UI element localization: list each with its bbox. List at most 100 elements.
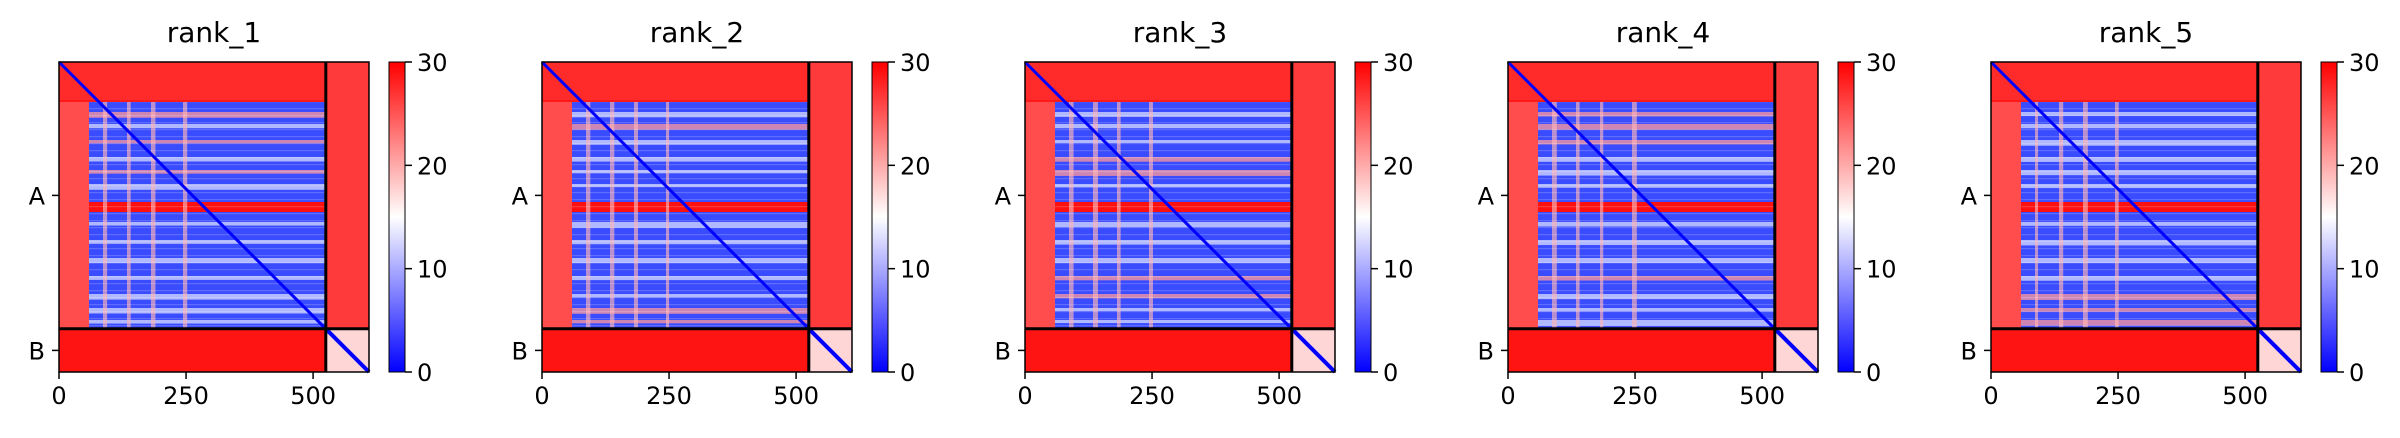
heatmap xyxy=(1989,60,2303,374)
pae-left-cols xyxy=(1991,102,2021,329)
pae-diagonal-A xyxy=(1506,60,1776,330)
x-tick-label: 500 xyxy=(1739,382,1785,410)
pae-block-AB xyxy=(1774,62,1818,329)
pae-diagonal-A xyxy=(540,60,810,330)
pae-block-BA xyxy=(59,328,326,372)
colorbar-tick-label: 30 xyxy=(900,49,931,77)
colorbar-tick-label: 30 xyxy=(2349,49,2380,77)
colorbar-tick-label: 10 xyxy=(417,256,448,284)
colorbar-tick-label: 20 xyxy=(1866,152,1897,180)
chain-label: B xyxy=(1478,337,1494,365)
pae-top-rows xyxy=(1508,62,1775,100)
pae-left-cols xyxy=(1508,102,1538,329)
colorbar-tick-label: 10 xyxy=(2349,256,2380,284)
pae-diagonal-B xyxy=(1773,327,1820,374)
colorbar-tick-label: 10 xyxy=(900,256,931,284)
colorbar-tick-label: 20 xyxy=(900,152,931,180)
heatmap xyxy=(540,60,854,374)
pae-block-BA xyxy=(542,328,809,372)
pae-block-BA xyxy=(1025,328,1292,372)
colorbar-tick-label: 0 xyxy=(417,359,432,387)
colorbar-tick-label: 20 xyxy=(1383,152,1414,180)
pae-left-cols xyxy=(1025,102,1055,329)
colorbar-tick-label: 30 xyxy=(417,49,448,77)
chain-label: A xyxy=(512,182,529,210)
x-tick-label: 250 xyxy=(163,382,209,410)
plot-frame xyxy=(1024,61,1336,373)
chain-label: B xyxy=(1961,337,1977,365)
plot-frame xyxy=(1507,61,1819,373)
pae-top-rows xyxy=(1025,62,1292,100)
colorbar-tick-label: 0 xyxy=(1866,359,1881,387)
pae-diagonal-B xyxy=(807,327,854,374)
heatmap xyxy=(57,60,371,374)
chain-label: B xyxy=(512,337,528,365)
colorbar-tick-label: 20 xyxy=(2349,152,2380,180)
colorbar xyxy=(388,61,406,373)
colorbar-tick-label: 30 xyxy=(1866,49,1897,77)
pae-diagonal-B xyxy=(324,327,371,374)
x-tick-label: 250 xyxy=(1612,382,1658,410)
panel-title: rank_2 xyxy=(650,16,744,49)
chain-label: A xyxy=(29,182,46,210)
chain-label: B xyxy=(995,337,1011,365)
colorbar xyxy=(871,61,889,373)
pae-block-AB xyxy=(2257,62,2301,329)
pae-top-rows xyxy=(1991,62,2258,100)
pae-diagonal-B xyxy=(1290,327,1337,374)
pae-block-BA xyxy=(1508,328,1775,372)
pae-block-AB xyxy=(808,62,852,329)
x-tick-label: 0 xyxy=(1500,382,1515,410)
pae-left-cols xyxy=(59,102,89,329)
colorbar-tick-label: 0 xyxy=(900,359,915,387)
pae-block-AB xyxy=(1291,62,1335,329)
panel-title: rank_3 xyxy=(1133,16,1227,49)
x-tick-label: 500 xyxy=(773,382,819,410)
colorbar-tick-label: 0 xyxy=(2349,359,2364,387)
colorbar-tick-label: 20 xyxy=(417,152,448,180)
x-tick-label: 250 xyxy=(1129,382,1175,410)
colorbar xyxy=(1837,61,1855,373)
chain-label: A xyxy=(1478,182,1495,210)
x-tick-label: 0 xyxy=(51,382,66,410)
pae-top-rows xyxy=(542,62,809,100)
pae-diagonal-A xyxy=(1023,60,1293,330)
panel-title: rank_5 xyxy=(2099,16,2193,49)
heatmap xyxy=(1023,60,1337,374)
pae-diagonal-A xyxy=(1989,60,2259,330)
x-tick-label: 500 xyxy=(1256,382,1302,410)
colorbar xyxy=(1354,61,1372,373)
colorbar-tick-label: 10 xyxy=(1866,256,1897,284)
x-tick-label: 0 xyxy=(1983,382,1998,410)
pae-left-cols xyxy=(542,102,572,329)
chain-label: A xyxy=(995,182,1012,210)
pae-block-BA xyxy=(1991,328,2258,372)
chain-label: A xyxy=(1961,182,1978,210)
colorbar-tick-label: 0 xyxy=(1383,359,1398,387)
plot-frame xyxy=(58,61,370,373)
heatmap xyxy=(1506,60,1820,374)
panel-title: rank_1 xyxy=(167,16,261,49)
pae-top-rows xyxy=(59,62,326,100)
x-tick-label: 0 xyxy=(1017,382,1032,410)
x-tick-label: 0 xyxy=(534,382,549,410)
chain-label: B xyxy=(29,337,45,365)
pae-diagonal-A xyxy=(57,60,327,330)
x-tick-label: 500 xyxy=(2222,382,2268,410)
plot-frame xyxy=(541,61,853,373)
x-tick-label: 500 xyxy=(290,382,336,410)
x-tick-label: 250 xyxy=(2095,382,2141,410)
colorbar xyxy=(2320,61,2338,373)
panel-title: rank_4 xyxy=(1616,16,1710,49)
plot-frame xyxy=(1990,61,2302,373)
colorbar-tick-label: 10 xyxy=(1383,256,1414,284)
colorbar-tick-label: 30 xyxy=(1383,49,1414,77)
pae-diagonal-B xyxy=(2256,327,2303,374)
x-tick-label: 250 xyxy=(646,382,692,410)
